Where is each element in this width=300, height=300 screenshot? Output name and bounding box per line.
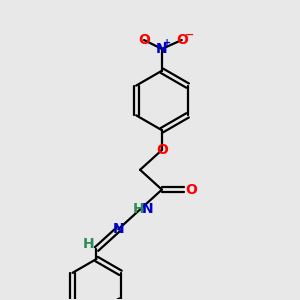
Text: H: H — [83, 237, 94, 251]
Text: −: − — [185, 30, 194, 40]
Text: N: N — [112, 222, 124, 236]
Text: O: O — [138, 33, 150, 47]
Text: O: O — [156, 143, 168, 157]
Text: O: O — [186, 183, 197, 196]
Text: O: O — [176, 33, 188, 47]
Text: N: N — [142, 202, 154, 216]
Text: H: H — [132, 202, 144, 216]
Text: N: N — [156, 42, 168, 56]
Text: +: + — [163, 38, 171, 48]
